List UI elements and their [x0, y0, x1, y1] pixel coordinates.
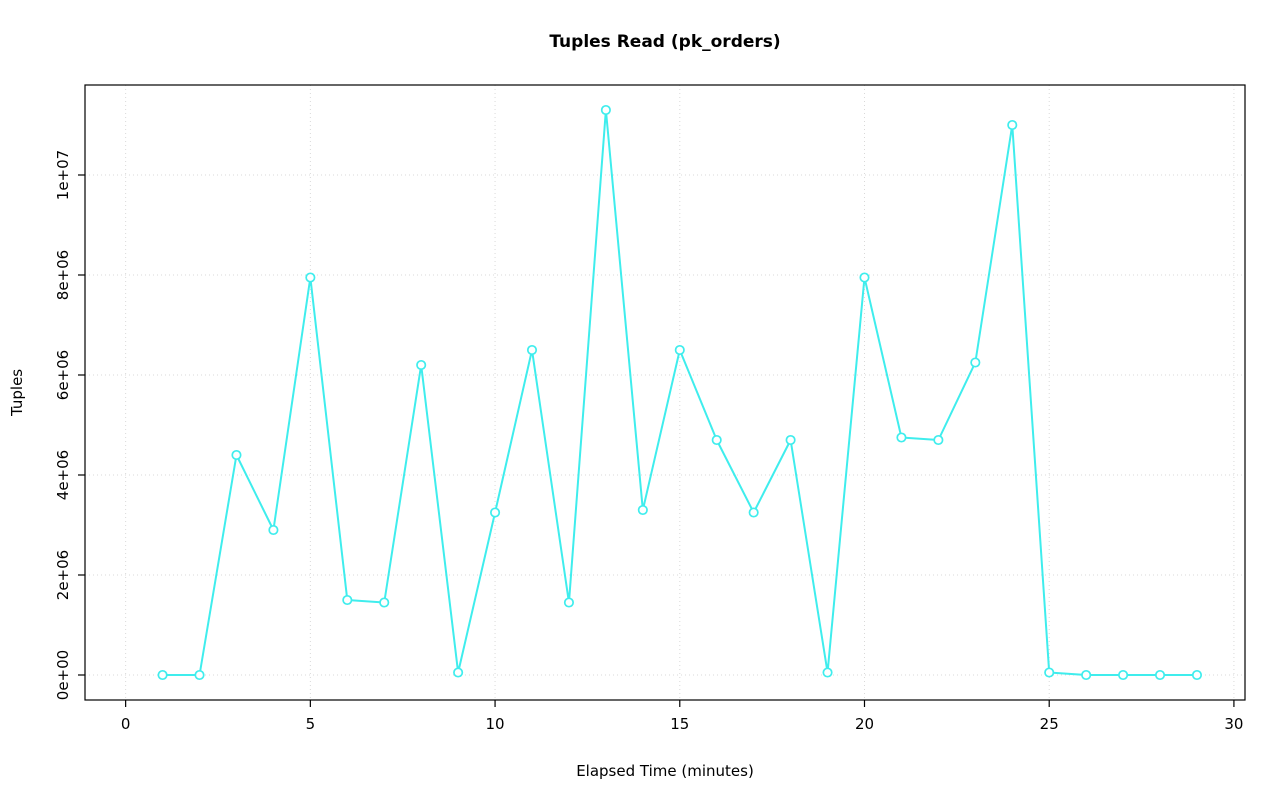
data-point-marker [305, 272, 316, 283]
data-point-marker [600, 104, 611, 116]
data-point-marker [231, 449, 242, 461]
data-point-marker [822, 667, 833, 678]
x-axis-title: Elapsed Time (minutes) [576, 762, 754, 780]
data-point-marker [970, 357, 981, 368]
y-tick-label: 6e+06 [54, 350, 72, 400]
data-point-marker [1044, 667, 1055, 678]
data-point-marker [933, 434, 944, 446]
chart-title: Tuples Read (pk_orders) [549, 32, 781, 52]
data-point-marker [859, 272, 870, 283]
x-tick-label: 30 [1224, 715, 1243, 733]
x-tick-label: 15 [670, 715, 689, 733]
data-point-marker [1007, 119, 1018, 131]
x-tick-label: 10 [486, 715, 505, 733]
y-axis-title: Tuples [8, 368, 26, 417]
data-point-marker [157, 669, 168, 681]
data-point-marker [416, 359, 427, 371]
data-point-marker [1191, 669, 1203, 681]
data-point-marker [526, 344, 538, 356]
y-tick-label: 1e+07 [54, 150, 72, 200]
data-point-marker [563, 597, 574, 608]
data-point-marker [379, 597, 390, 608]
data-point-marker [342, 594, 353, 606]
data-point-marker [1154, 669, 1166, 681]
data-point-marker [637, 504, 648, 516]
data-point-marker [785, 434, 796, 446]
data-point-marker [268, 524, 279, 536]
data-point-marker [674, 344, 685, 356]
y-tick-label: 0e+00 [54, 650, 72, 700]
series-line [161, 109, 1198, 676]
data-point-marker [896, 432, 907, 443]
data-point-marker [1081, 669, 1092, 681]
y-tick-label: 2e+06 [54, 550, 72, 600]
data-point-marker [453, 667, 464, 678]
y-tick-label: 4e+06 [54, 450, 72, 500]
x-tick-label: 0 [121, 715, 131, 733]
x-tick-label: 20 [855, 715, 874, 733]
plot-border [84, 84, 1246, 701]
x-tick-label: 5 [306, 715, 316, 733]
data-point-marker [748, 507, 759, 518]
data-point-marker [490, 507, 501, 518]
data-point-marker [1118, 669, 1129, 681]
x-tick-label: 25 [1040, 715, 1059, 733]
data-point-marker [711, 434, 722, 446]
data-point-marker [194, 669, 205, 681]
y-tick-label: 8e+06 [54, 250, 72, 300]
